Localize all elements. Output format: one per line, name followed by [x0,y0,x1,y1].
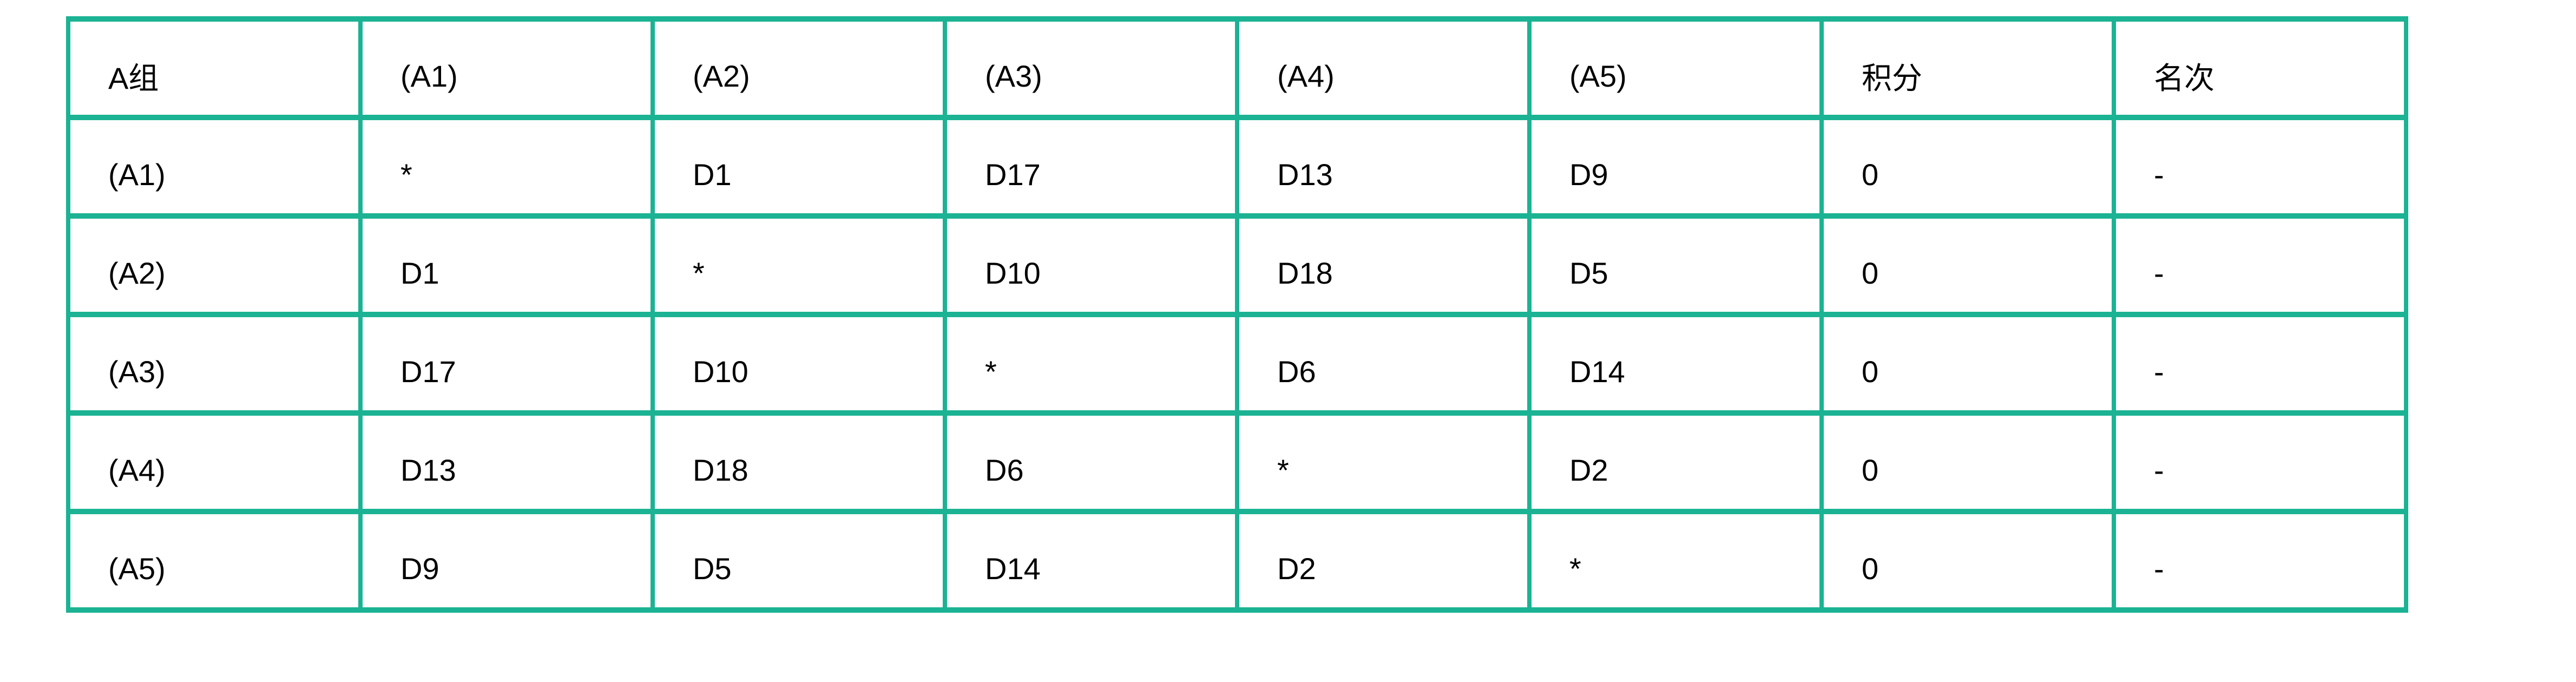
table-cell: - [2112,115,2408,219]
table-cell: D2 [1235,509,1532,613]
table-row: (A4) D13 D18 D6 * D2 0- [66,410,2408,514]
header-cell: (A2) [650,16,947,120]
table-cell: D5 [1527,213,1824,317]
header-cell: (A1) [358,16,655,120]
table-cell: (A3) [66,312,363,416]
table-cell: D9 [358,509,655,613]
table-cell: D18 [650,410,947,514]
header-cell: 名次 [2112,16,2408,120]
table-row: (A3) D17 D10 * D6 D14 0- [66,312,2408,416]
table-cell: D18 [1235,213,1532,317]
table-cell: - [2112,410,2408,514]
table-cell: D10 [943,213,1239,317]
table-cell: D2 [1527,410,1824,514]
header-row: A组 (A1) (A2) (A3) (A4) (A5) 积分 名次 [66,16,2408,120]
header-cell: 积分 [1819,16,2116,120]
table-cell: D17 [943,115,1239,219]
table-cell: (A5) [66,509,363,613]
table-cell: - [2112,213,2408,317]
table-cell: D9 [1527,115,1824,219]
header-cell: (A3) [943,16,1239,120]
table-cell: - [2112,509,2408,613]
table-cell: D6 [1235,312,1532,416]
table-cell: D13 [358,410,655,514]
table-cell: 0 [1819,312,2116,416]
table-cell: (A2) [66,213,363,317]
table-cell: * [1235,410,1532,514]
table-cell: (A4) [66,410,363,514]
table-cell: 0 [1819,509,2116,613]
table-cell: D1 [650,115,947,219]
table-cell: 0 [1819,115,2116,219]
table-cell: D5 [650,509,947,613]
table-cell: (A1) [66,115,363,219]
table-cell: 0 [1819,213,2116,317]
table-cell: * [1527,509,1824,613]
table-cell: D6 [943,410,1239,514]
group-a-score-table: A组 (A1) (A2) (A3) (A4) (A5) 积分 名次 (A1) * D1 D17 D13 D… [66,16,2408,613]
table-cell: D14 [1527,312,1824,416]
table-row: (A5) D9 D5 D14 D2 * 0- [66,509,2408,613]
table-cell: * [943,312,1239,416]
table-cell: * [650,213,947,317]
table-cell: D1 [358,213,655,317]
header-cell: (A4) [1235,16,1532,120]
table-cell: D17 [358,312,655,416]
table-row: (A2) D1 * D10 D18 D5 0- [66,213,2408,317]
header-cell: A组 [66,16,363,120]
table-cell: 0 [1819,410,2116,514]
table-cell: - [2112,312,2408,416]
table-cell: D14 [943,509,1239,613]
table-cell: * [358,115,655,219]
table-row: (A1) * D1 D17 D13 D9 0- [66,115,2408,219]
table-cell: D13 [1235,115,1532,219]
table-cell: D10 [650,312,947,416]
header-cell: (A5) [1527,16,1824,120]
